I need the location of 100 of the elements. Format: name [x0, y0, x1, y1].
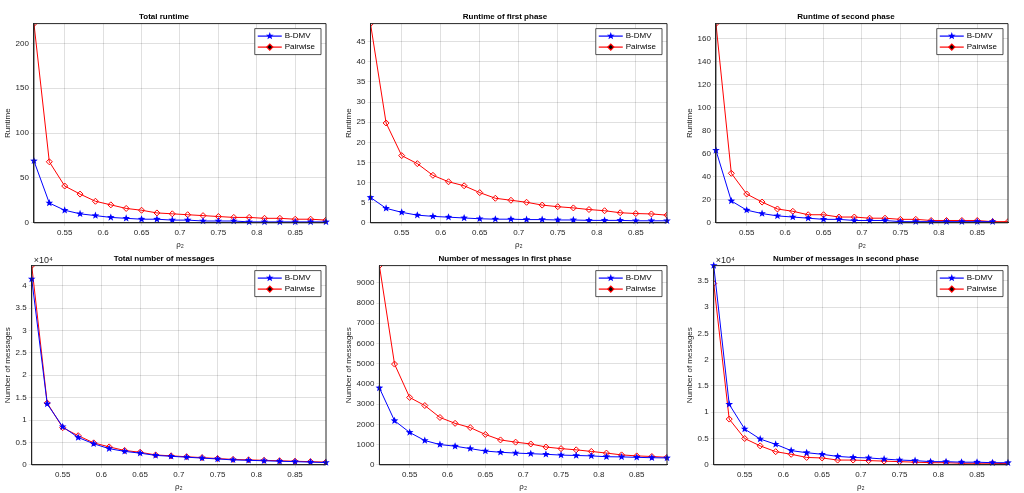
x-tick-label: 0.7	[855, 469, 867, 479]
x-axis-title: ρ₂	[519, 482, 528, 492]
legend-label: B-DMV	[966, 31, 994, 41]
y-tick-label: 20	[356, 137, 367, 147]
y-tick-label: 0.5	[15, 437, 28, 447]
y-tick-label: 2.5	[15, 348, 28, 358]
x-tick-label: 0.7	[513, 227, 525, 237]
y-tick-label: 3.5	[15, 303, 28, 313]
y-tick-label: 0	[706, 218, 712, 227]
y-tick-label: 100	[697, 102, 712, 112]
x-tick-label: 0.75	[553, 469, 570, 479]
x-axis-title: ρ₂	[857, 482, 865, 492]
y-tick-label: 3	[22, 325, 28, 335]
y-tick-label: 140	[697, 56, 712, 66]
chart-title: Total runtime	[138, 12, 190, 21]
y-tick-label: 2	[704, 354, 710, 364]
y-tick-label: 2000	[356, 419, 375, 429]
x-axis-title: ρ₂	[176, 240, 184, 250]
x-axis-title: ρ₂	[858, 240, 866, 250]
y-tick-label: 2	[22, 370, 28, 380]
y-axis-title: Runtime	[344, 107, 353, 139]
y-tick-label: 1	[704, 407, 710, 417]
x-tick-label: 0.75	[210, 227, 227, 237]
x-tick-label: 0.65	[132, 469, 149, 479]
x-tick-label: 0.75	[209, 469, 226, 479]
x-tick-label: 0.75	[892, 227, 909, 237]
y-tick-label: 5000	[356, 358, 375, 368]
y-tick-label: 50	[20, 173, 30, 183]
y-tick-label: 80	[702, 125, 712, 135]
x-tick-label: 0.8	[932, 469, 945, 479]
x-tick-label: 0.85	[628, 227, 645, 237]
x-tick-label: 0.55	[393, 227, 411, 237]
y-tick-label: 15	[356, 157, 367, 167]
y-tick-label: 1	[22, 415, 28, 425]
legend-label: Pairwise	[966, 284, 998, 294]
y-tick-label: 25	[356, 117, 367, 127]
legend-label: B-DMV	[284, 273, 312, 283]
legend-label: B-DMV	[625, 273, 653, 283]
legend-label: B-DMV	[966, 273, 994, 283]
x-tick-label: 0.7	[517, 469, 530, 479]
y-tick-label: 1.5	[15, 392, 28, 402]
y-tick-label: 0.5	[697, 433, 710, 443]
x-tick-label: 0.6	[95, 469, 108, 479]
y-tick-label: 120	[697, 79, 712, 89]
y-tick-label: 0	[22, 460, 28, 469]
legend-label: Pairwise	[625, 284, 657, 294]
x-tick-label: 0.65	[133, 227, 150, 237]
y-tick-label: 35	[356, 77, 367, 87]
x-tick-label: 0.7	[856, 227, 869, 237]
y-tick-label: 1000	[356, 439, 375, 449]
y-tick-label: 0	[24, 218, 30, 227]
x-tick-label: 0.8	[251, 227, 263, 237]
x-tick-label: 0.8	[250, 469, 263, 479]
legend-label: Pairwise	[966, 42, 998, 52]
x-tick-label: 0.55	[738, 227, 756, 237]
chart-title: Number of messages in first phase	[438, 254, 573, 263]
y-tick-label: 10	[356, 177, 367, 187]
x-axis-title: ρ₂	[514, 240, 523, 250]
chart-title: Number of messages in second phase	[773, 254, 920, 263]
y-tick-label: 100	[15, 128, 30, 138]
x-tick-label: 0.6	[441, 469, 454, 479]
x-tick-label: 0.55	[736, 469, 754, 479]
x-tick-label: 0.8	[591, 227, 603, 237]
x-tick-label: 0.6	[97, 227, 110, 237]
y-tick-label: 0	[704, 460, 710, 469]
y-axis-title: Number of messages	[344, 327, 353, 404]
x-tick-label: 0.6	[435, 227, 447, 237]
x-tick-label: 0.85	[969, 469, 986, 479]
x-tick-label: 0.65	[815, 227, 832, 237]
x-tick-label: 0.75	[891, 469, 908, 479]
x-tick-label: 0.6	[779, 227, 792, 237]
x-tick-label: 0.65	[477, 469, 494, 479]
y-tick-label: 30	[356, 97, 367, 107]
y-tick-label: 40	[356, 57, 367, 67]
x-tick-label: 0.6	[777, 469, 790, 479]
x-tick-label: 0.65	[471, 227, 489, 237]
chart-title: Total number of messages	[113, 254, 215, 263]
chart-title: Runtime of second phase	[797, 12, 896, 21]
y-tick-label: 7000	[356, 318, 375, 328]
y-tick-label: 1.5	[697, 381, 710, 391]
y-axis-title: Number of messages	[685, 327, 694, 404]
y-tick-label: 8000	[356, 298, 375, 308]
x-tick-label: 0.75	[549, 227, 567, 237]
y-tick-label: 40	[702, 171, 712, 181]
y-tick-label: 0	[369, 460, 375, 469]
y-tick-label: 2.5	[697, 328, 710, 338]
y-tick-label: 4	[22, 280, 28, 290]
y-axis-title: Runtime	[685, 107, 694, 139]
y-tick-label: 60	[702, 148, 712, 158]
x-tick-label: 0.7	[174, 227, 187, 237]
x-tick-label: 0.85	[287, 227, 304, 237]
x-tick-label: 0.55	[54, 469, 72, 479]
y-tick-label: 3000	[356, 399, 375, 409]
x-tick-label: 0.55	[56, 227, 74, 237]
legend-label: Pairwise	[625, 42, 657, 52]
x-axis-title: ρ₂	[175, 482, 183, 492]
y-tick-label: 5	[361, 197, 367, 207]
y-tick-label: 3	[704, 302, 710, 312]
y-tick-label: 3.5	[697, 276, 710, 286]
x-tick-label: 0.85	[287, 469, 304, 479]
